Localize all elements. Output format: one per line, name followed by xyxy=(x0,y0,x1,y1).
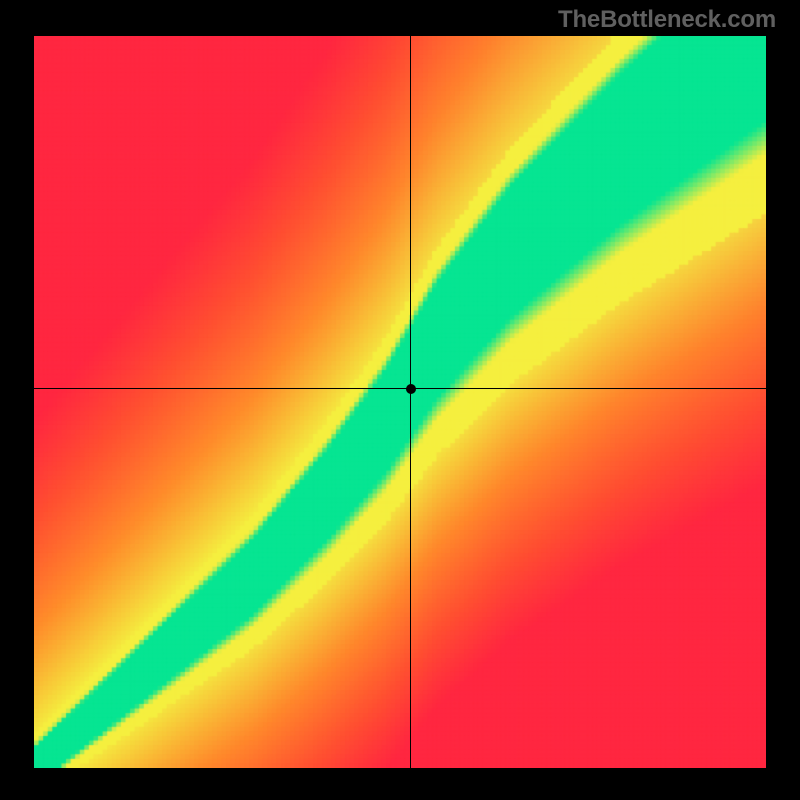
crosshair-horizontal xyxy=(34,388,766,389)
watermark-text: TheBottleneck.com xyxy=(558,6,776,34)
bottleneck-heatmap xyxy=(34,36,766,768)
root-container: TheBottleneck.com xyxy=(0,0,800,800)
crosshair-vertical xyxy=(410,36,411,768)
selection-marker[interactable] xyxy=(406,384,416,394)
